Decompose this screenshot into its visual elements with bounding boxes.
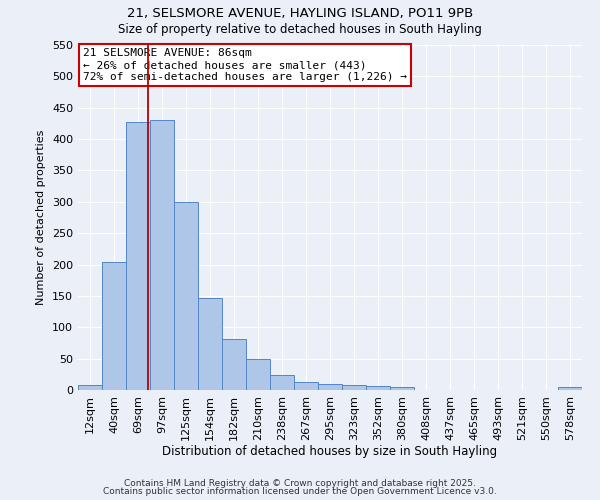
Text: 21 SELSMORE AVENUE: 86sqm
← 26% of detached houses are smaller (443)
72% of semi: 21 SELSMORE AVENUE: 86sqm ← 26% of detac… (83, 48, 407, 82)
Bar (78, 385, 102, 390)
Text: 21, SELSMORE AVENUE, HAYLING ISLAND, PO11 9PB: 21, SELSMORE AVENUE, HAYLING ISLAND, PO1… (127, 8, 473, 20)
Bar (246, 358, 270, 390)
Bar (318, 384, 342, 390)
Text: Contains HM Land Registry data © Crown copyright and database right 2025.: Contains HM Land Registry data © Crown c… (124, 478, 476, 488)
Y-axis label: Number of detached properties: Number of detached properties (37, 130, 46, 305)
Bar (150, 120, 174, 390)
Bar (342, 385, 366, 390)
Bar (126, 122, 150, 390)
Bar (558, 387, 582, 390)
Text: Contains public sector information licensed under the Open Government Licence v3: Contains public sector information licen… (103, 487, 497, 496)
X-axis label: Distribution of detached houses by size in South Hayling: Distribution of detached houses by size … (163, 446, 497, 458)
Bar (390, 387, 414, 390)
Bar (198, 298, 222, 390)
Bar (270, 375, 294, 390)
Bar (174, 202, 198, 390)
Bar (222, 339, 246, 390)
Bar (102, 262, 126, 390)
Bar (366, 386, 390, 390)
Text: Size of property relative to detached houses in South Hayling: Size of property relative to detached ho… (118, 22, 482, 36)
Bar (294, 382, 318, 390)
